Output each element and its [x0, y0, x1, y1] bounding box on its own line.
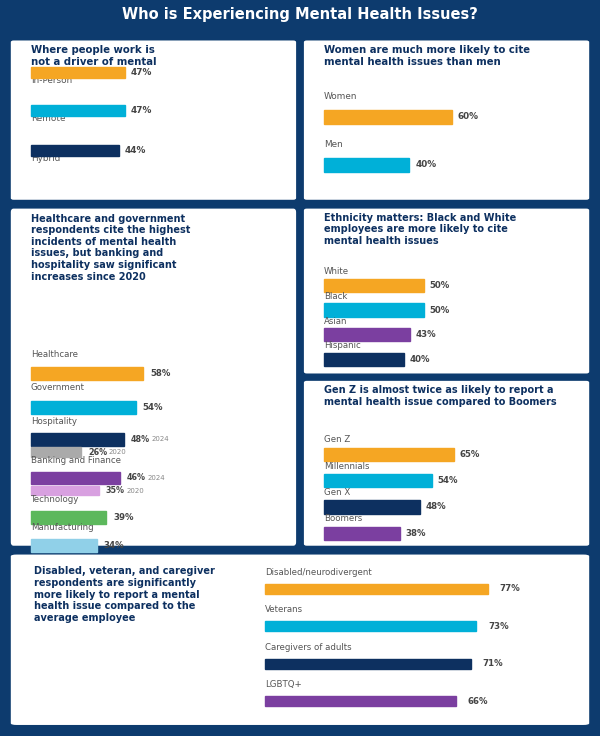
Bar	[31, 145, 119, 156]
FancyBboxPatch shape	[11, 208, 296, 545]
Bar	[324, 474, 432, 487]
Text: Who is Experiencing Mental Health Issues?: Who is Experiencing Mental Health Issues…	[122, 7, 478, 22]
Text: 50%: 50%	[430, 280, 449, 290]
Text: Technology: Technology	[31, 495, 79, 503]
Text: 40%: 40%	[409, 355, 430, 364]
Text: 34%: 34%	[104, 541, 124, 551]
Text: 47%: 47%	[130, 106, 152, 115]
Bar	[324, 500, 420, 514]
Text: Manufacturing: Manufacturing	[31, 523, 94, 532]
Text: 58%: 58%	[151, 369, 171, 378]
Bar	[265, 696, 456, 707]
Text: 60%: 60%	[458, 113, 479, 121]
Text: Gen X: Gen X	[324, 488, 350, 497]
Text: Asian: Asian	[324, 316, 347, 325]
Bar	[31, 105, 125, 116]
Text: Gen Z is almost twice as likely to report a
mental health issue compared to Boom: Gen Z is almost twice as likely to repor…	[324, 385, 556, 406]
Text: Women are much more likely to cite
mental health issues than men: Women are much more likely to cite menta…	[324, 45, 530, 67]
Bar	[324, 303, 424, 316]
Bar	[324, 328, 410, 342]
Text: 2020: 2020	[109, 449, 127, 455]
Text: Hybrid: Hybrid	[31, 154, 60, 163]
Text: Men: Men	[324, 140, 343, 149]
FancyBboxPatch shape	[11, 40, 296, 199]
Bar	[31, 472, 120, 484]
Text: Remote: Remote	[31, 114, 65, 124]
Text: Banking and Finance: Banking and Finance	[31, 456, 121, 465]
Text: 66%: 66%	[468, 696, 488, 706]
Text: In-Person: In-Person	[31, 76, 72, 85]
Text: 2020: 2020	[127, 488, 144, 494]
Text: LGBTQ+: LGBTQ+	[265, 680, 302, 689]
Text: Disabled, veteran, and caregiver
respondents are significantly
more likely to re: Disabled, veteran, and caregiver respond…	[34, 567, 215, 623]
Bar	[324, 527, 400, 540]
Text: Gen Z: Gen Z	[324, 435, 350, 445]
Bar	[265, 621, 476, 631]
Bar	[324, 353, 404, 366]
FancyBboxPatch shape	[11, 554, 589, 725]
Text: Disabled/neurodivergent: Disabled/neurodivergent	[265, 567, 372, 577]
Text: 50%: 50%	[430, 305, 449, 314]
Text: Black: Black	[324, 292, 347, 301]
Bar	[265, 659, 470, 669]
Text: 2024: 2024	[152, 436, 169, 442]
Text: 65%: 65%	[460, 450, 480, 459]
Bar	[324, 447, 454, 461]
Text: 71%: 71%	[482, 659, 503, 668]
Text: Government: Government	[31, 383, 85, 392]
Text: 48%: 48%	[131, 435, 150, 444]
Text: White: White	[324, 267, 349, 276]
Text: 73%: 73%	[488, 622, 509, 631]
Text: Caregivers of adults: Caregivers of adults	[265, 643, 352, 651]
Bar	[31, 433, 124, 445]
Text: 46%: 46%	[127, 473, 146, 483]
Text: Ethnicity matters: Black and White
employees are more likely to cite
mental heal: Ethnicity matters: Black and White emplo…	[324, 213, 516, 246]
Text: 47%: 47%	[130, 68, 152, 77]
Text: 39%: 39%	[113, 513, 134, 523]
Bar	[265, 584, 488, 594]
Text: Healthcare: Healthcare	[31, 350, 78, 358]
Text: Women: Women	[324, 92, 358, 101]
Text: 77%: 77%	[500, 584, 520, 593]
Text: 26%: 26%	[88, 447, 107, 456]
Bar	[31, 486, 98, 495]
Text: 54%: 54%	[437, 476, 458, 485]
Text: Where people work is
not a driver of mental
health issues: Where people work is not a driver of men…	[31, 45, 157, 79]
Text: 44%: 44%	[124, 146, 146, 155]
Text: 54%: 54%	[143, 403, 163, 412]
Bar	[31, 367, 143, 381]
Text: 48%: 48%	[425, 503, 446, 512]
Text: Veterans: Veterans	[265, 605, 304, 615]
Text: 2024: 2024	[148, 475, 166, 481]
FancyBboxPatch shape	[304, 40, 589, 199]
Bar	[324, 110, 452, 124]
Text: Healthcare and government
respondents cite the highest
incidents of mental healt: Healthcare and government respondents ci…	[31, 213, 190, 282]
FancyBboxPatch shape	[304, 381, 589, 545]
Bar	[324, 158, 409, 172]
Bar	[31, 539, 97, 552]
Bar	[324, 279, 424, 292]
Text: Hispanic: Hispanic	[324, 342, 361, 350]
Bar	[31, 67, 125, 78]
Text: Millennials: Millennials	[324, 461, 370, 471]
Bar	[31, 447, 81, 457]
Text: 38%: 38%	[406, 529, 426, 538]
Text: 35%: 35%	[106, 486, 125, 495]
FancyBboxPatch shape	[304, 208, 589, 373]
Text: 43%: 43%	[415, 330, 436, 339]
Bar	[31, 512, 106, 524]
Text: 40%: 40%	[415, 160, 436, 169]
Text: Boomers: Boomers	[324, 514, 362, 523]
Text: Hospitality: Hospitality	[31, 417, 77, 426]
Bar	[31, 401, 136, 414]
